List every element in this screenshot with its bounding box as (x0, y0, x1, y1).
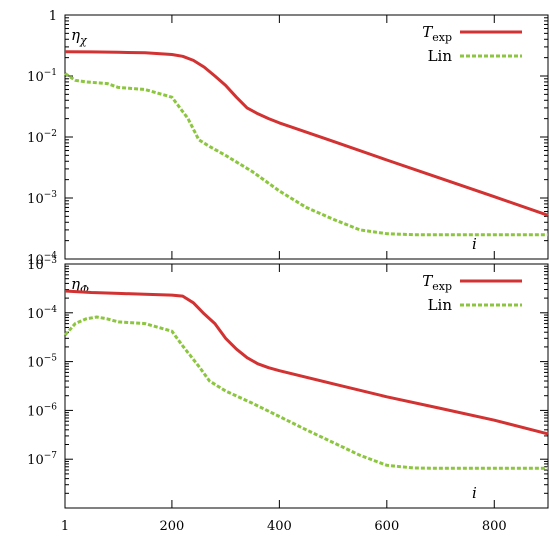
panel-annotation: ηΦ (71, 275, 89, 296)
y-tick-label: 10−5 (27, 354, 57, 371)
y-tick-label: 10−2 (27, 129, 57, 146)
y-tick-label: 10−6 (27, 402, 57, 419)
x-axis-label: i (472, 235, 477, 253)
series-line-texp (64, 289, 549, 436)
series-line-lin (63, 315, 548, 470)
y-tick-label: 10−4 (27, 305, 57, 322)
y-tick-label: 1 (49, 9, 57, 24)
x-tick-label: 600 (374, 519, 399, 534)
y-tick-label: 10−3 (27, 256, 57, 273)
panel-annotation: ηχ (71, 26, 88, 47)
series-line-lin (64, 72, 548, 237)
legend-label: Texp (422, 272, 452, 293)
y-tick-label: 10−3 (27, 190, 57, 207)
legend-label: Lin (428, 47, 453, 65)
x-axis-label: i (472, 484, 477, 502)
legend-label: Texp (422, 23, 452, 44)
plot-frame-bottom (64, 263, 549, 509)
series-line-texp (64, 50, 549, 217)
y-tick-label: 10−4 (27, 251, 57, 268)
x-tick-label: 200 (160, 519, 185, 534)
x-tick-label: 1 (61, 519, 69, 534)
y-tick-label: 10−7 (27, 451, 57, 468)
x-tick-label: 800 (482, 519, 507, 534)
x-tick-label: 400 (267, 519, 292, 534)
legend-label: Lin (428, 296, 453, 314)
y-tick-label: 10−1 (27, 68, 57, 85)
